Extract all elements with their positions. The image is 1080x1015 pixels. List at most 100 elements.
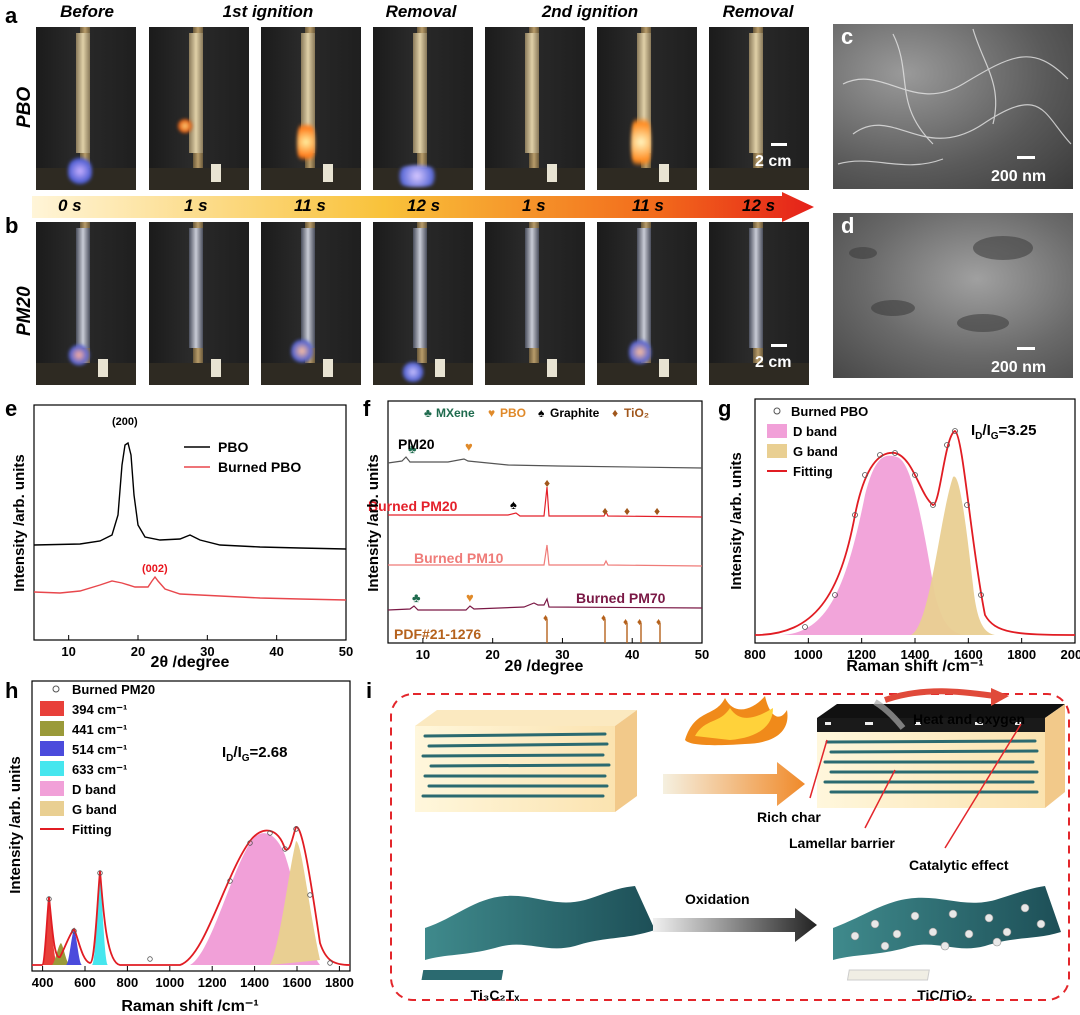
heat-and-oxygen-label: Heat and oxygen <box>913 711 1025 727</box>
schematic-i: Heat and oxygen Rich char Lamellar barri… <box>390 688 1070 1003</box>
legend-mxene: MXene <box>436 406 475 420</box>
time-2nd-1s: 1 s <box>522 196 546 215</box>
series-burned-pbo-line <box>33 575 347 601</box>
photo-pbo-2nd-1s <box>485 27 585 190</box>
layered-block-right <box>817 704 1065 808</box>
legend-burned-pbo-g: Burned PBO <box>791 404 868 419</box>
series-burned-pm10-line <box>388 544 703 567</box>
legend-burned-pbo: Burned PBO <box>218 459 301 475</box>
time-0s: 0 s <box>58 196 82 215</box>
mxene-sheet <box>425 886 655 960</box>
legend-fitting-g: Fitting <box>793 464 833 479</box>
x-tick-label: 1400 <box>240 975 269 990</box>
x-tick-label: 1200 <box>198 975 227 990</box>
photo-pm20-2nd-1s <box>485 222 585 385</box>
legend-pbo: PBO <box>218 439 248 455</box>
row-label-pbo: PBO <box>14 86 35 128</box>
x-tick-label: 30 <box>555 647 569 662</box>
d-band-area <box>781 455 965 635</box>
header-2nd-ignition: 2nd ignition <box>541 2 639 21</box>
x-tick-label: 1000 <box>794 647 823 662</box>
series-burned-pm70-line <box>387 597 703 611</box>
svg-text:♥: ♥ <box>466 590 474 605</box>
svg-text:♦: ♦ <box>543 613 548 624</box>
photo-pm20-2nd-12s: 2 cm <box>709 222 809 385</box>
band-633 <box>92 871 108 965</box>
chart-f: ♣ MXene ♥ PBO ♠ Graphite ♦ TiO₂ ♣ ♥ PM20 ♠ ♦… <box>365 400 709 675</box>
photo-pbo-11s <box>261 27 361 190</box>
peak-label-002: (002) <box>142 563 168 575</box>
xlabel-f: 2θ /degree <box>505 658 584 675</box>
svg-text:♦: ♦ <box>656 617 661 628</box>
tic-tio2-label: TiC/TiO₂ <box>917 987 973 1003</box>
panel-label-b: b <box>5 213 19 238</box>
x-tick-label: 1600 <box>283 975 312 990</box>
ylabel-g: Intensity /arb. units <box>728 452 745 590</box>
svg-text:♣: ♣ <box>424 406 432 420</box>
legend-d-band-h: D band <box>72 782 116 797</box>
scale-label-sem-c: 200 nm <box>991 168 1047 185</box>
svg-text:♠: ♠ <box>538 406 545 420</box>
lamellar-barrier-label: Lamellar barrier <box>789 835 895 851</box>
svg-text:♣: ♣ <box>408 441 417 456</box>
chart-h: Burned PM20 394 cm⁻¹ 441 cm⁻¹ 514 cm⁻¹ 6… <box>7 680 354 1015</box>
photo-pbo-2nd-12s: 2 cm <box>709 27 809 190</box>
x-tick-label: 1800 <box>1007 647 1036 662</box>
time-11s: 11 s <box>294 196 326 215</box>
fire-image <box>685 696 788 746</box>
ylabel-e: Intensity /arb. units <box>11 454 28 592</box>
x-tick-label: 20 <box>485 647 499 662</box>
svg-text:♦: ♦ <box>623 617 628 628</box>
header-1st-ignition: 1st ignition <box>222 2 314 21</box>
label-burned-pm70: Burned PM70 <box>576 590 666 606</box>
peak-label-200: (200) <box>112 416 138 428</box>
legend-441: 441 cm⁻¹ <box>72 722 127 737</box>
svg-text:♣: ♣ <box>412 590 421 605</box>
legend-fitting-h: Fitting <box>72 822 112 837</box>
series-burned-pm20-line <box>388 486 703 518</box>
timeline-arrow <box>32 192 814 222</box>
time-2nd-12s: 12 s <box>742 196 776 215</box>
panel-label-a: a <box>5 3 18 28</box>
chart-g: Burned PBO D band G band Fitting ID/IG=3… <box>728 398 1080 675</box>
g-band-area <box>911 476 995 635</box>
time-12s: 12 s <box>407 196 441 215</box>
tic-tio2-sheet <box>833 886 1061 960</box>
photo-pbo-2nd-11s <box>597 27 697 190</box>
x-tick-label: 1000 <box>155 975 184 990</box>
scale-label-sem-d: 200 nm <box>991 359 1047 376</box>
panel-label-h: h <box>5 678 19 703</box>
legend-d-band-g: D band <box>793 424 837 439</box>
legend-graphite: Graphite <box>550 406 600 420</box>
x-tick-label: 800 <box>117 975 139 990</box>
legend-pbo-f: PBO <box>500 406 526 420</box>
header-before: Before <box>60 2 114 21</box>
panel-label-e: e <box>5 396 18 421</box>
xlabel-e: 2θ /degree <box>151 654 230 671</box>
row-label-pm20: PM20 <box>14 286 35 336</box>
header-removal-1: Removal <box>385 2 457 21</box>
series-pm20-line <box>387 456 703 469</box>
legend-633: 633 cm⁻¹ <box>72 762 127 777</box>
svg-text:♦: ♦ <box>602 504 608 518</box>
svg-text:♦: ♦ <box>544 476 550 490</box>
svg-text:♦: ♦ <box>624 504 630 518</box>
x-tick-label: 10 <box>416 647 430 662</box>
catalytic-effect-label: Catalytic effect <box>909 857 1009 873</box>
x-tick-label: 400 <box>32 975 54 990</box>
x-tick-label: 50 <box>339 644 353 659</box>
legend-tio2: TiO₂ <box>624 406 649 420</box>
label-pm20: PM20 <box>398 436 435 452</box>
rich-char-label: Rich char <box>757 809 821 825</box>
legend-514: 514 cm⁻¹ <box>72 742 127 757</box>
label-burned-pm10: Burned PM10 <box>414 550 504 566</box>
oxidation-label: Oxidation <box>685 891 750 907</box>
sem-image-d: d 200 nm <box>833 213 1073 378</box>
x-tick-label: 1400 <box>901 647 930 662</box>
svg-text:♥: ♥ <box>465 439 473 454</box>
svg-text:♥: ♥ <box>488 406 495 420</box>
photo-pbo-12s <box>373 27 473 190</box>
photo-pm20-1s <box>149 222 249 385</box>
band-g-h <box>270 841 320 965</box>
scale-label-photo-a: 2 cm <box>755 153 792 170</box>
